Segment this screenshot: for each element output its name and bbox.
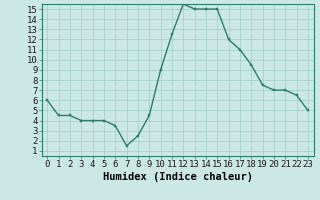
X-axis label: Humidex (Indice chaleur): Humidex (Indice chaleur): [103, 172, 252, 182]
